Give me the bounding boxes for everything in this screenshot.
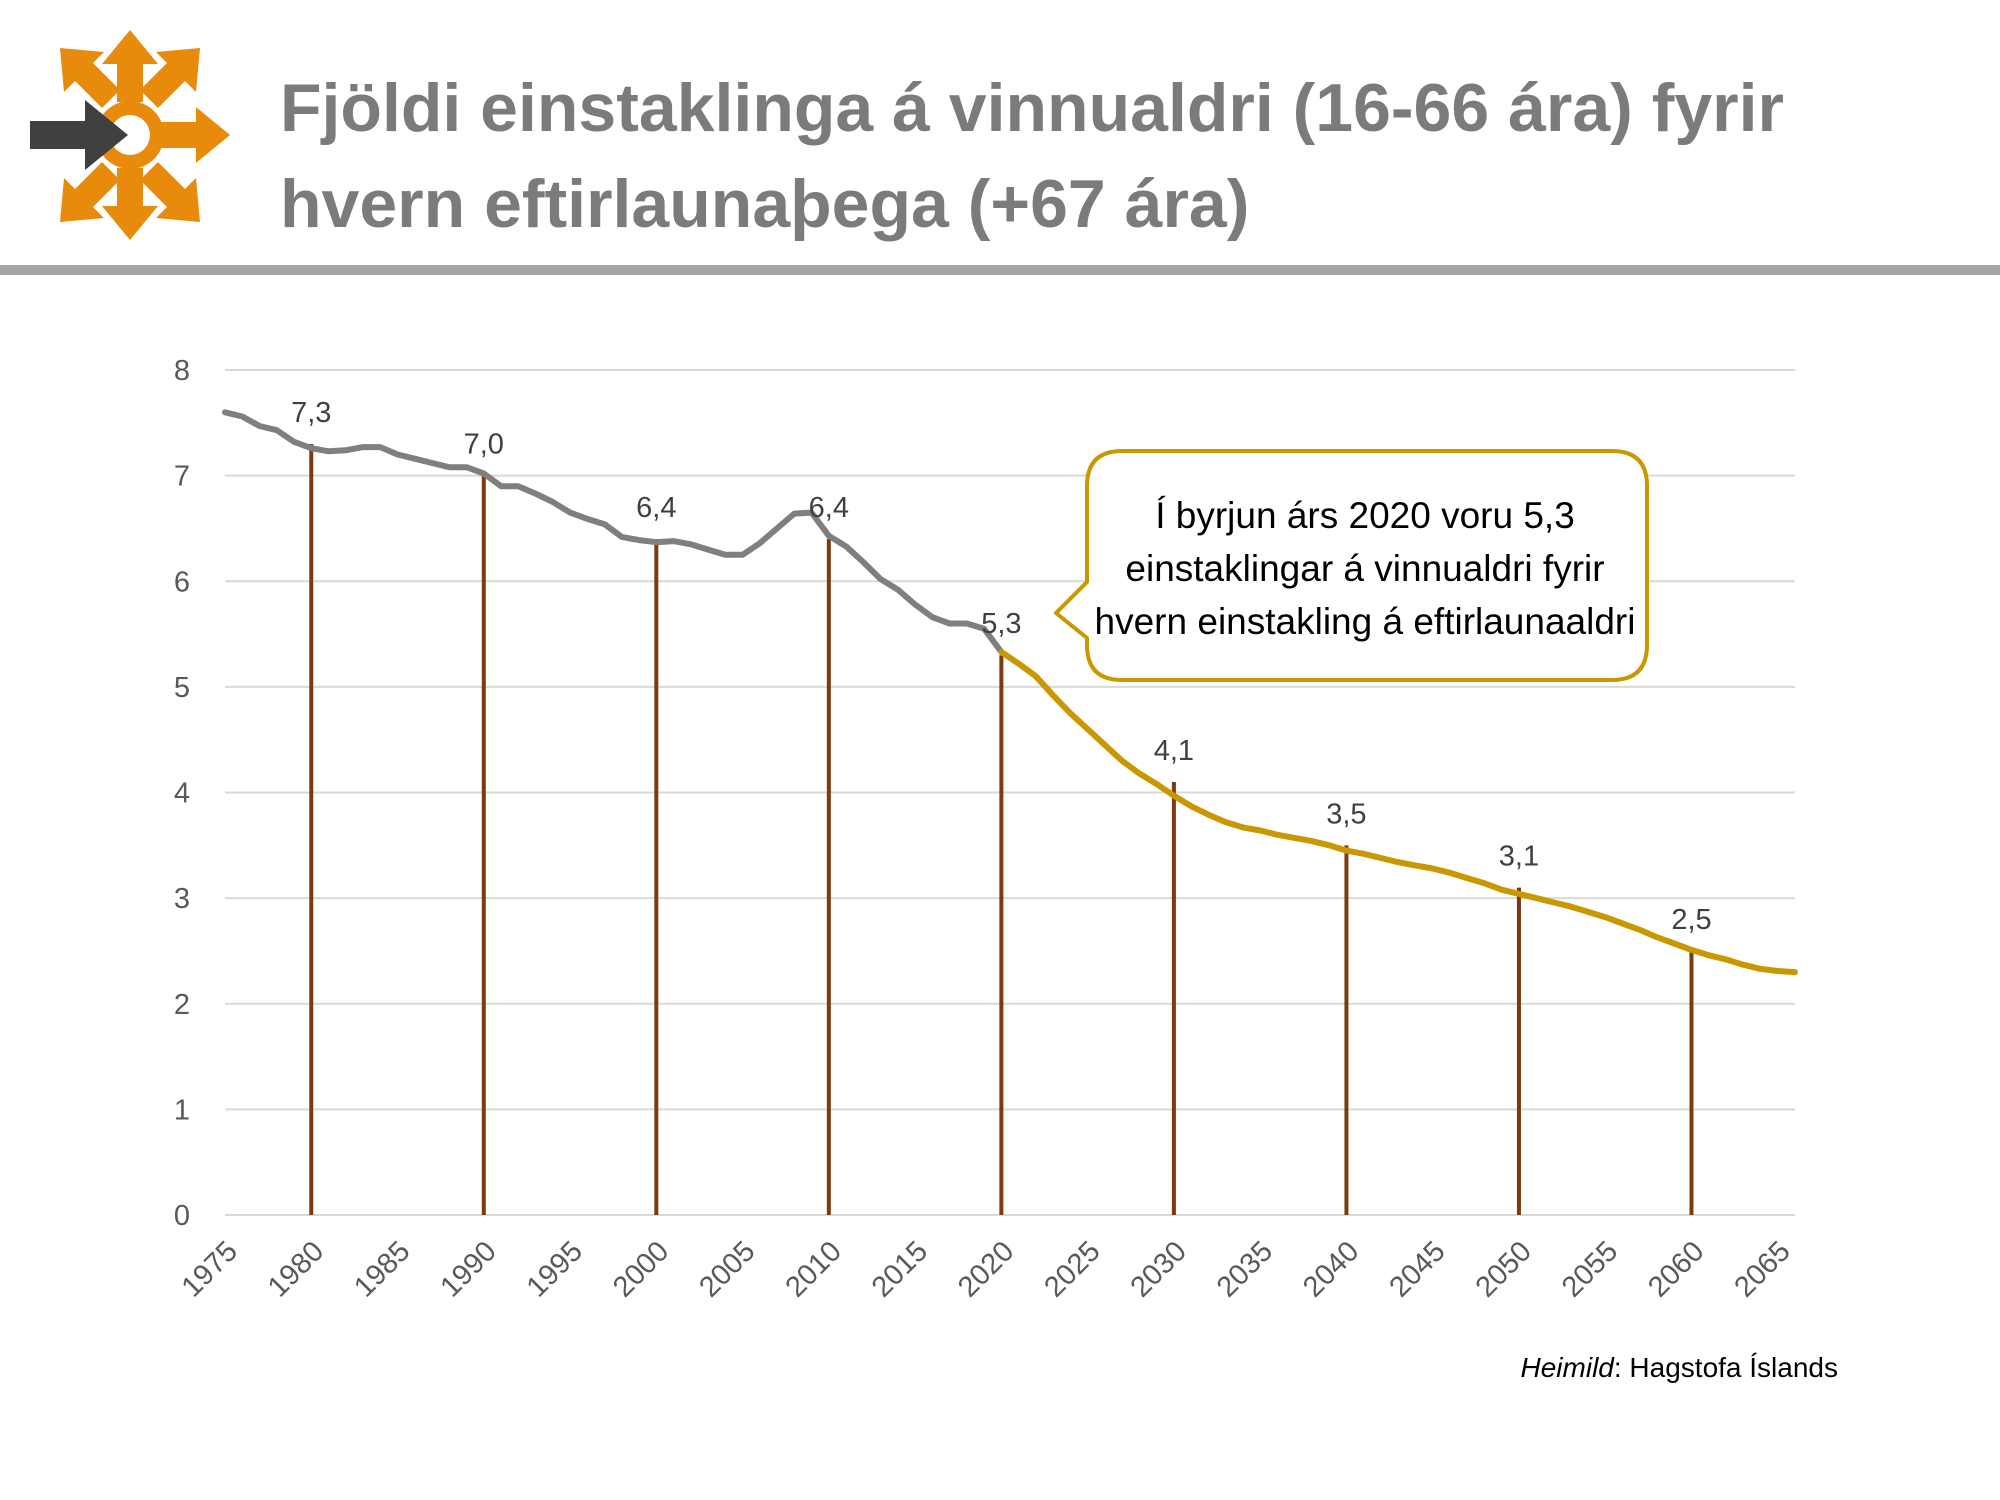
data-label: 3,1 xyxy=(1499,841,1539,873)
x-tick-label: 2065 xyxy=(1728,1235,1796,1303)
x-tick-label: 2050 xyxy=(1470,1235,1538,1303)
x-tick-label: 1990 xyxy=(434,1235,502,1303)
data-label: 6,4 xyxy=(636,492,676,524)
y-tick-label: 0 xyxy=(174,1200,190,1232)
x-tick-label: 2000 xyxy=(607,1235,675,1303)
x-tick-label: 2045 xyxy=(1383,1235,1451,1303)
source-note: Heimild: Hagstofa Íslands xyxy=(1521,1352,1838,1384)
x-tick-label: 1995 xyxy=(521,1235,589,1303)
x-tick-label: 2010 xyxy=(780,1235,848,1303)
x-tick-label: 2035 xyxy=(1211,1235,1279,1303)
x-tick-label: 1980 xyxy=(262,1235,330,1303)
data-label: 2,5 xyxy=(1671,904,1711,936)
y-tick-label: 8 xyxy=(174,355,190,387)
x-tick-label: 2015 xyxy=(866,1235,934,1303)
x-tick-label: 2060 xyxy=(1642,1235,1710,1303)
historical-series-line xyxy=(222,409,1005,655)
chart-title: Fjöldi einstaklinga á vinnualdri (16-66 … xyxy=(280,60,1960,252)
y-tick-label: 2 xyxy=(174,989,190,1021)
y-tick-label: 5 xyxy=(174,672,190,704)
title-line-1: Fjöldi einstaklinga á vinnualdri (16-66 … xyxy=(280,70,1785,146)
x-tick-label: 2020 xyxy=(952,1235,1020,1303)
projection-series-line xyxy=(998,649,1798,976)
y-tick-label: 3 xyxy=(174,883,190,915)
x-tick-label: 2005 xyxy=(693,1235,761,1303)
x-tick-label: 2040 xyxy=(1297,1235,1365,1303)
y-tick-label: 1 xyxy=(174,1094,190,1126)
data-label: 3,5 xyxy=(1326,798,1366,830)
x-tick-label: 1985 xyxy=(348,1235,416,1303)
y-tick-label: 7 xyxy=(174,461,190,493)
x-tick-label: 2055 xyxy=(1556,1235,1624,1303)
source-value: : Hagstofa Íslands xyxy=(1613,1352,1838,1383)
data-label: 5,3 xyxy=(981,608,1021,640)
data-label: 7,0 xyxy=(464,429,504,461)
y-tick-label: 4 xyxy=(174,778,190,810)
line-chart: 0 1 2 3 4 5 6 7 8 1975 1980 1985 1990 1995 2000 2005 201… xyxy=(174,355,1798,1304)
data-label: 4,1 xyxy=(1154,735,1194,767)
data-label: 7,3 xyxy=(291,397,331,429)
source-label: Heimild xyxy=(1520,1352,1614,1383)
y-tick-label: 6 xyxy=(174,566,190,598)
data-label: 6,4 xyxy=(809,492,849,524)
header: Fjöldi einstaklinga á vinnualdri (16-66 … xyxy=(0,0,2000,285)
header-divider xyxy=(0,265,2000,275)
title-line-2: hvern eftirlaunaþega (+67 ára) xyxy=(280,166,1250,242)
x-tick-label: 2030 xyxy=(1125,1235,1193,1303)
arrows-burst-logo-icon xyxy=(30,30,230,240)
x-tick-label: 1975 xyxy=(176,1235,244,1303)
x-tick-label: 2025 xyxy=(1038,1235,1106,1303)
callout-text: Í byrjun árs 2020 voru 5,3 einstaklingar… xyxy=(1094,494,1636,642)
